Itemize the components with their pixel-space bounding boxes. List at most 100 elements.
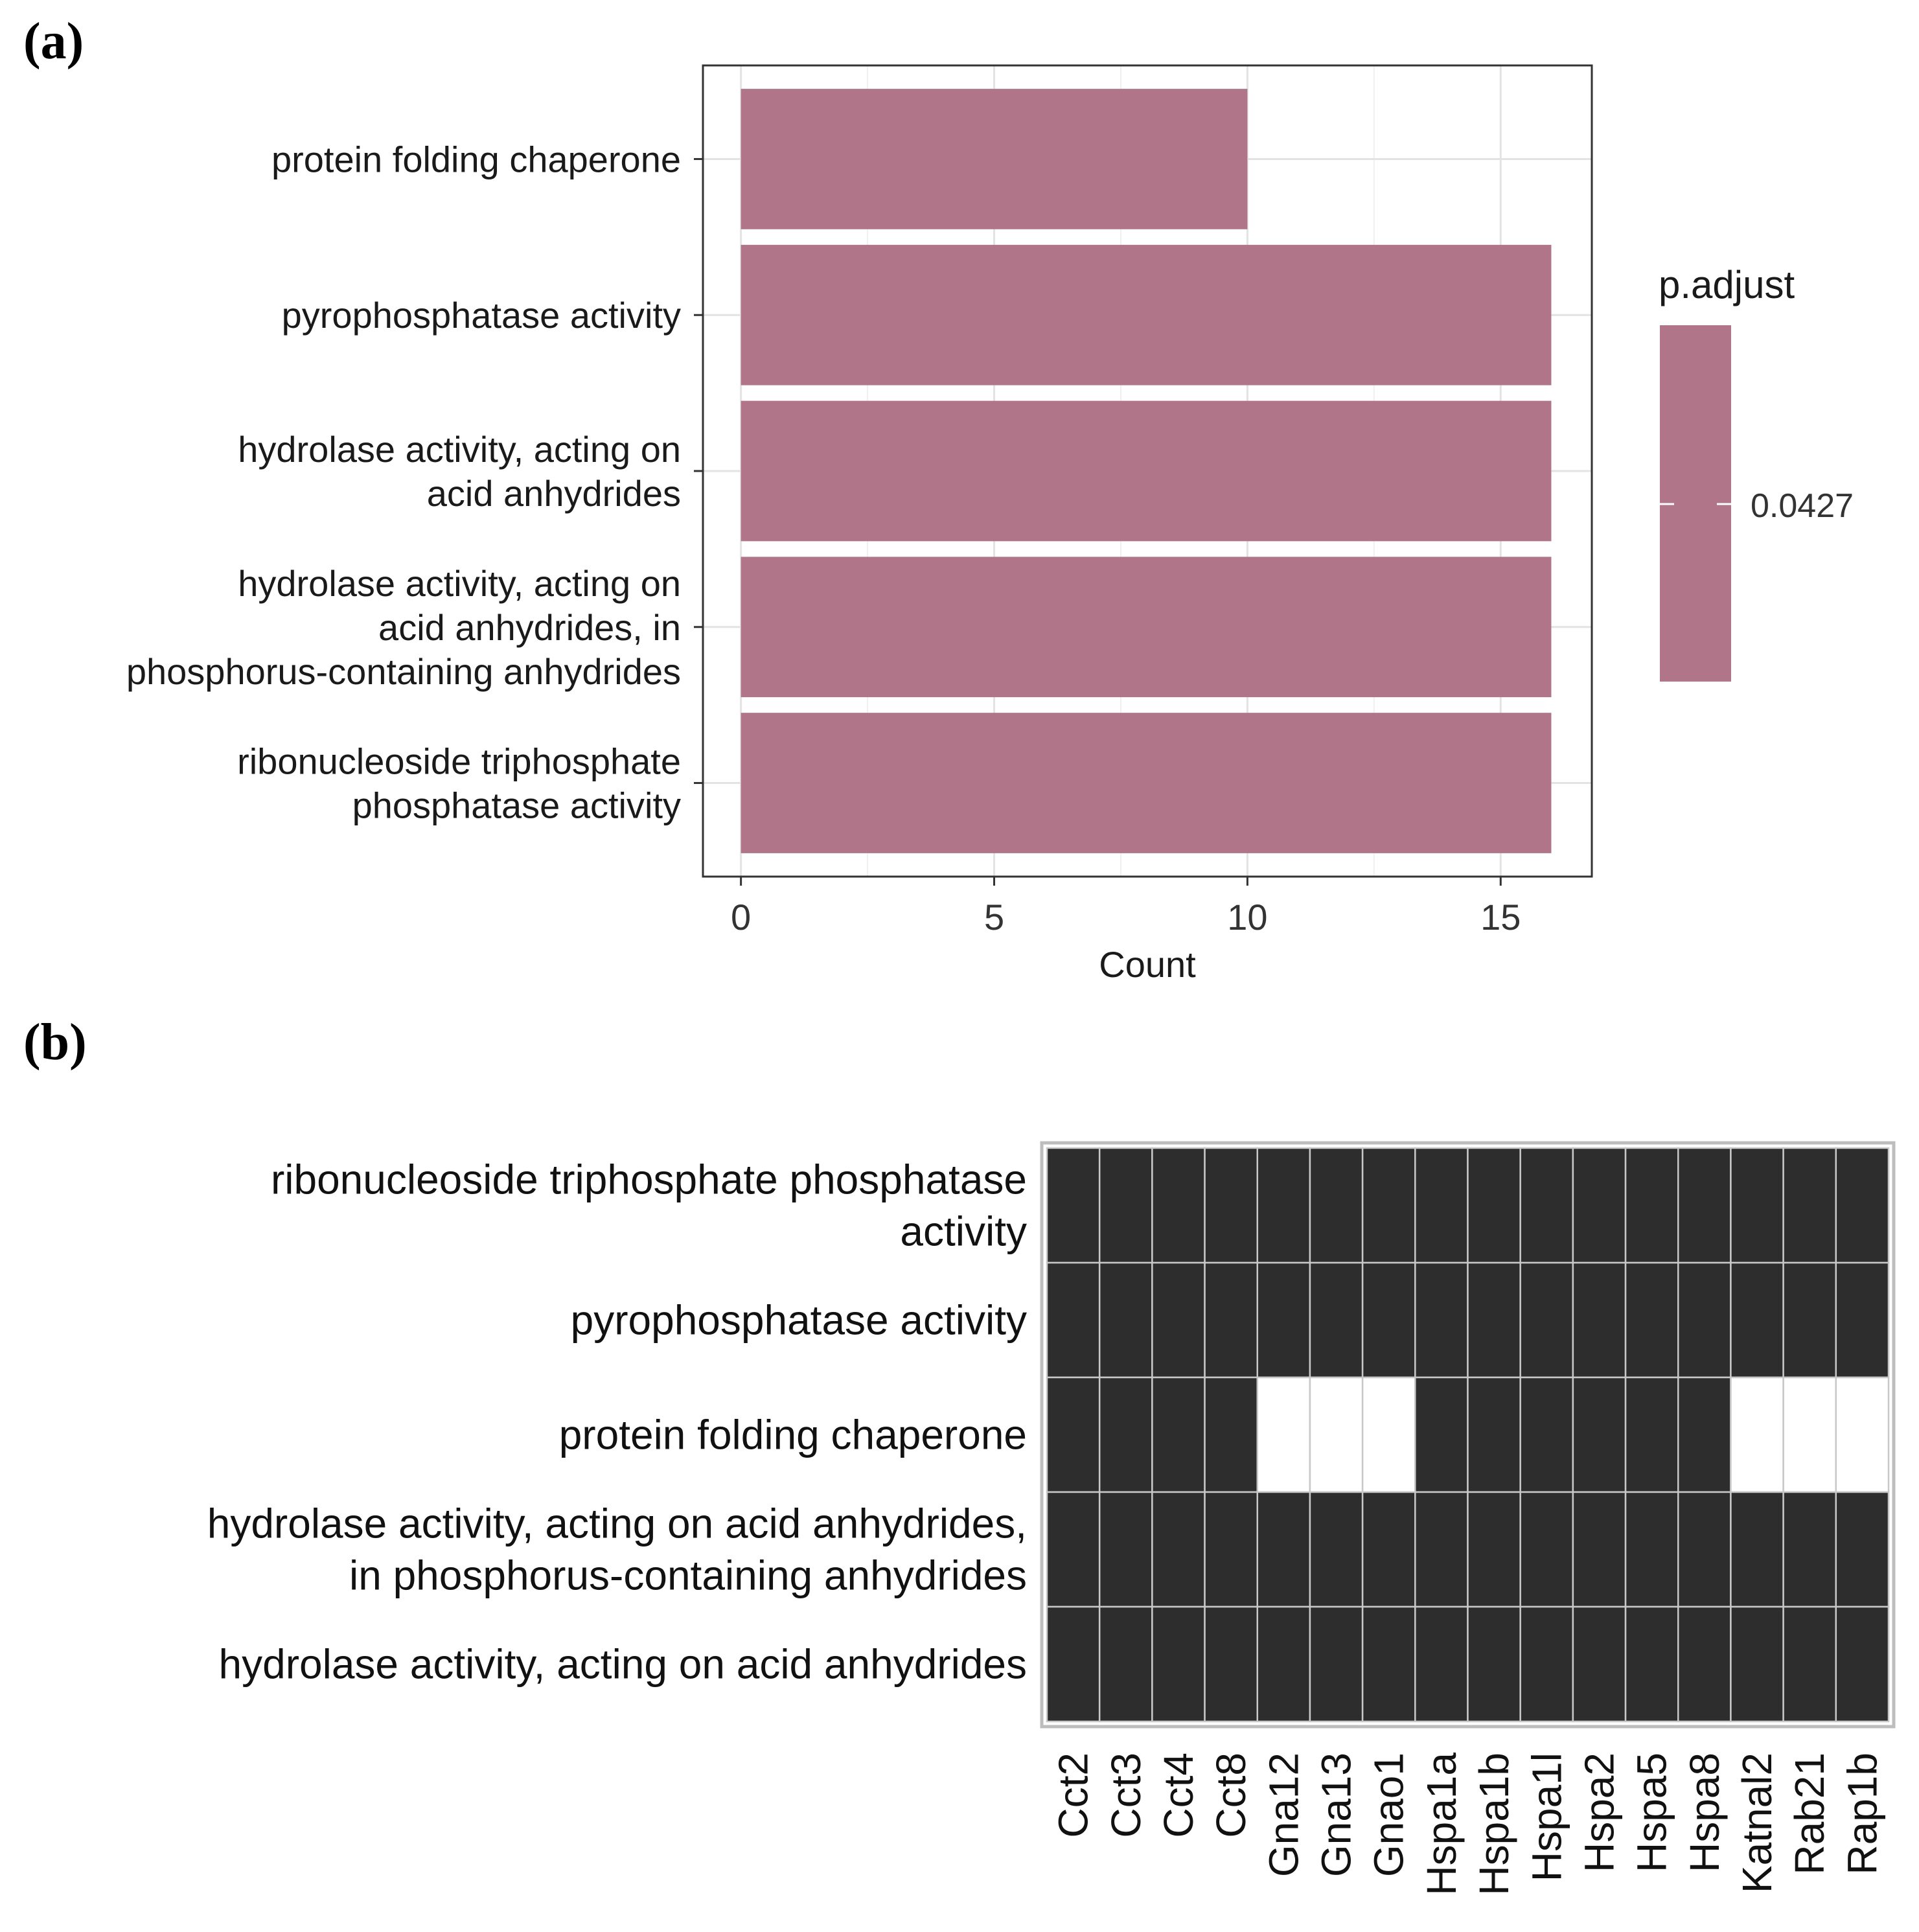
heatmap-cell bbox=[1098, 1147, 1153, 1264]
y-axis: protein folding chaperone pyrophosphatase… bbox=[126, 139, 703, 826]
heatmap-cell bbox=[1256, 1147, 1311, 1264]
panel-a-label: (a) bbox=[23, 13, 84, 70]
y-tick-label: hydrolase activity, acting on acid anhydr… bbox=[126, 563, 681, 692]
heatmap-cell bbox=[1467, 1491, 1521, 1608]
y-tick-label: pyrophosphatase activity bbox=[282, 295, 681, 336]
x-tick-label: 15 bbox=[1480, 897, 1521, 937]
heatmap-cell bbox=[1624, 1605, 1679, 1723]
heatmap-cell bbox=[1624, 1147, 1679, 1264]
heatmap-column-label: Katnal2 bbox=[1734, 1753, 1780, 1893]
legend-title: p.adjust bbox=[1659, 263, 1795, 306]
heatmap-cell bbox=[1677, 1491, 1732, 1608]
heatmap-cell bbox=[1256, 1376, 1311, 1493]
heatmap-cell bbox=[1467, 1605, 1521, 1723]
heatmap-cell bbox=[1572, 1491, 1627, 1608]
heatmap-cell bbox=[1414, 1605, 1469, 1723]
heatmap-cell bbox=[1730, 1261, 1784, 1379]
heatmap-column-label: Hspa1l bbox=[1523, 1753, 1570, 1881]
heatmap-cell bbox=[1624, 1491, 1679, 1608]
heatmap-row-label: pyrophosphatase activity bbox=[571, 1297, 1027, 1344]
heatmap-cell bbox=[1835, 1147, 1890, 1264]
y-tick-label: hydrolase activity, acting on acid anhydr… bbox=[238, 429, 681, 514]
heatmap-cell bbox=[1204, 1147, 1258, 1264]
heatmap-cell bbox=[1046, 1491, 1101, 1608]
heatmap-cell bbox=[1309, 1147, 1364, 1264]
heatmap-cell bbox=[1098, 1605, 1153, 1723]
panel-b-label: (b) bbox=[23, 1014, 87, 1071]
heatmap-cell bbox=[1361, 1605, 1416, 1723]
heatmap-column-label: Gna13 bbox=[1313, 1753, 1360, 1877]
heatmap-cell bbox=[1046, 1261, 1101, 1379]
heatmap-cell bbox=[1204, 1261, 1258, 1379]
heatmap-column-label: Hspa1a bbox=[1418, 1753, 1465, 1896]
heatmap-cell bbox=[1204, 1376, 1258, 1493]
bar bbox=[741, 244, 1552, 385]
heatmap-column-label: Cct2 bbox=[1050, 1753, 1097, 1838]
heatmap-cell bbox=[1204, 1605, 1258, 1723]
heatmap-cell bbox=[1835, 1605, 1890, 1723]
heatmap-cell bbox=[1782, 1491, 1837, 1608]
heatmap-cell bbox=[1361, 1376, 1416, 1493]
heatmap-cell bbox=[1467, 1376, 1521, 1493]
heatmap-cell bbox=[1256, 1605, 1311, 1723]
heatmap-cell bbox=[1309, 1605, 1364, 1723]
heatmap-cell bbox=[1677, 1261, 1732, 1379]
heatmap-cell bbox=[1414, 1261, 1469, 1379]
heatmap-cell bbox=[1414, 1376, 1469, 1493]
heatmap-column-label: Rap1b bbox=[1839, 1753, 1885, 1875]
heatmap-cell bbox=[1046, 1605, 1101, 1723]
heatmap-cell bbox=[1098, 1491, 1153, 1608]
heatmap-cell bbox=[1730, 1147, 1784, 1264]
heatmap-column-label: Cct3 bbox=[1103, 1753, 1149, 1838]
heatmap-row-label: protein folding chaperone bbox=[559, 1412, 1027, 1458]
heatmap-cell bbox=[1677, 1605, 1732, 1723]
heatmap-cell bbox=[1309, 1491, 1364, 1608]
heatmap-cell bbox=[1256, 1261, 1311, 1379]
heatmap-cell bbox=[1835, 1261, 1890, 1379]
heatmap-cell bbox=[1361, 1491, 1416, 1608]
heatmap-row-label: hydrolase activity, acting on acid anhyd… bbox=[219, 1641, 1028, 1688]
heatmap-cell bbox=[1572, 1376, 1627, 1493]
heatmap-column-label: Hspa2 bbox=[1576, 1753, 1622, 1872]
heatmap: ribonucleoside triphosphate phosphatase a… bbox=[207, 1141, 1896, 1896]
heatmap-cell bbox=[1572, 1147, 1627, 1264]
heatmap-cell bbox=[1519, 1261, 1574, 1379]
heatmap-cell bbox=[1730, 1605, 1784, 1723]
y-tick-label: protein folding chaperone bbox=[271, 139, 681, 179]
heatmap-cell bbox=[1572, 1605, 1627, 1723]
heatmap-cell bbox=[1835, 1376, 1890, 1493]
bar bbox=[741, 89, 1248, 229]
heatmap-column-label: Gnao1 bbox=[1366, 1753, 1412, 1877]
bar bbox=[741, 400, 1552, 542]
heatmap-cell bbox=[1519, 1147, 1574, 1264]
heatmap-column-label: Hspa1b bbox=[1471, 1753, 1517, 1896]
legend-label: 0.0427 bbox=[1751, 487, 1854, 525]
heatmap-cell bbox=[1151, 1491, 1206, 1608]
heatmap-cell bbox=[1151, 1605, 1206, 1723]
heatmap-cell bbox=[1677, 1147, 1732, 1264]
heatmap-cell bbox=[1151, 1261, 1206, 1379]
heatmap-cell bbox=[1151, 1376, 1206, 1493]
heatmap-row-label: ribonucleoside triphosphate phosphatase a… bbox=[271, 1156, 1027, 1255]
heatmap-cells bbox=[1046, 1147, 1890, 1723]
heatmap-cell bbox=[1098, 1261, 1153, 1379]
heatmap-row-labels: ribonucleoside triphosphate phosphatase a… bbox=[207, 1156, 1027, 1688]
heatmap-column-label: Hspa5 bbox=[1629, 1753, 1675, 1872]
bars bbox=[741, 89, 1552, 853]
heatmap-cell bbox=[1098, 1376, 1153, 1493]
heatmap-cell bbox=[1467, 1147, 1521, 1264]
heatmap-cell bbox=[1414, 1491, 1469, 1608]
heatmap-cell bbox=[1256, 1491, 1311, 1608]
heatmap-column-label: Hspa8 bbox=[1681, 1753, 1728, 1872]
heatmap-cell bbox=[1519, 1376, 1574, 1493]
heatmap-cell bbox=[1361, 1261, 1416, 1379]
bar-chart: protein folding chaperone pyrophosphatase… bbox=[126, 64, 1854, 985]
heatmap-cell bbox=[1361, 1147, 1416, 1264]
heatmap-column-label: Cct4 bbox=[1155, 1753, 1202, 1838]
heatmap-cell bbox=[1782, 1376, 1837, 1493]
heatmap-column-labels: Cct2 Cct3 Cct4 Cct8 Gna12 Gna13 Gnao1 Hspa1a Hsp… bbox=[1050, 1753, 1886, 1896]
heatmap-cell bbox=[1835, 1491, 1890, 1608]
heatmap-cell bbox=[1782, 1605, 1837, 1723]
heatmap-cell bbox=[1046, 1376, 1101, 1493]
